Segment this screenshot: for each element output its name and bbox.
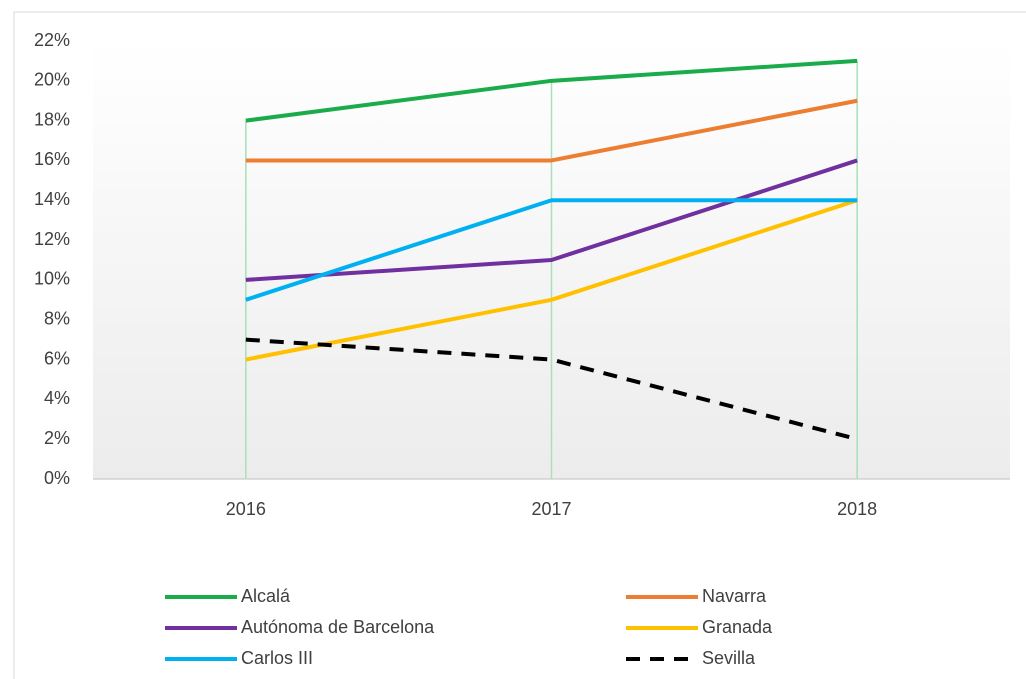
series-line — [245, 337, 858, 442]
y-tick-label: 2% — [44, 428, 70, 448]
y-tick-label: 14% — [34, 189, 70, 209]
y-tick-label: 18% — [34, 109, 70, 129]
y-tick-label: 8% — [44, 308, 70, 328]
y-tick-label: 22% — [34, 30, 70, 50]
legend-label: Sevilla — [702, 648, 756, 668]
series-line — [245, 98, 858, 163]
series-line — [245, 58, 858, 123]
x-tick-label: 2016 — [226, 499, 266, 519]
y-tick-label: 10% — [34, 269, 70, 289]
x-tick-label: 2017 — [531, 499, 571, 519]
y-tick-label: 12% — [34, 229, 70, 249]
y-tick-label: 6% — [44, 348, 70, 368]
legend-label: Alcalá — [241, 586, 291, 606]
y-tick-label: 20% — [34, 70, 70, 90]
legend-label: Autónoma de Barcelona — [241, 617, 435, 637]
y-tick-label: 4% — [44, 388, 70, 408]
x-tick-label: 2018 — [837, 499, 877, 519]
series-line — [245, 158, 858, 282]
chart-frame — [13, 11, 1026, 679]
y-tick-label: 0% — [44, 468, 70, 488]
y-tick-label: 16% — [34, 149, 70, 169]
legend-label: Granada — [702, 617, 773, 637]
series-line — [245, 198, 858, 302]
series-line — [245, 198, 858, 362]
legend-label: Carlos III — [241, 648, 313, 668]
legend-label: Navarra — [702, 586, 767, 606]
